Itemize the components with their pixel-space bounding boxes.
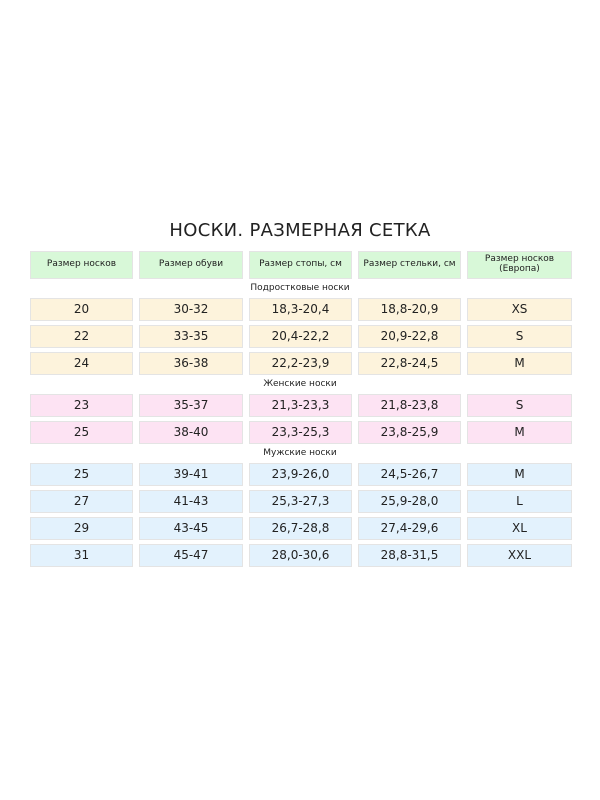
table-cell: 35-37 <box>139 394 243 417</box>
table-cell: 39-41 <box>139 463 243 486</box>
table-cell: 24,5-26,7 <box>358 463 461 486</box>
title: НОСКИ. РАЗМЕРНАЯ СЕТКА <box>169 220 431 241</box>
table-cell: L <box>467 490 572 513</box>
table-cell: 25,9-28,0 <box>358 490 461 513</box>
section-label: Мужские носки <box>263 448 337 458</box>
table-cell: 23,3-25,3 <box>249 421 352 444</box>
table-cell: 23,8-25,9 <box>358 421 461 444</box>
section-label: Подростковые носки <box>250 283 350 293</box>
table-cell: 22 <box>30 325 133 348</box>
table-cell: XL <box>467 517 572 540</box>
table-cell: 29 <box>30 517 133 540</box>
table-cell: XXL <box>467 544 572 567</box>
table-cell: 23,9-26,0 <box>249 463 352 486</box>
table-cell: 20,9-22,8 <box>358 325 461 348</box>
table-cell: 22,8-24,5 <box>358 352 461 375</box>
table-cell: 25 <box>30 463 133 486</box>
table-cell: M <box>467 352 572 375</box>
table-cell: 45-47 <box>139 544 243 567</box>
table-cell: 27 <box>30 490 133 513</box>
table-cell: 18,3-20,4 <box>249 298 352 321</box>
header-cell: Размер обуви <box>139 251 243 279</box>
table-cell: 33-35 <box>139 325 243 348</box>
table-cell: 43-45 <box>139 517 243 540</box>
table-cell: 28,0-30,6 <box>249 544 352 567</box>
table-cell: 31 <box>30 544 133 567</box>
table-cell: 24 <box>30 352 133 375</box>
table-cell: 25,3-27,3 <box>249 490 352 513</box>
table-cell: S <box>467 325 572 348</box>
table-cell: 27,4-29,6 <box>358 517 461 540</box>
table-cell: 30-32 <box>139 298 243 321</box>
table-cell: 25 <box>30 421 133 444</box>
table-cell: 20,4-22,2 <box>249 325 352 348</box>
table-cell: 26,7-28,8 <box>249 517 352 540</box>
header-cell: Размер стопы, см <box>249 251 352 279</box>
table-cell: S <box>467 394 572 417</box>
table-cell: M <box>467 463 572 486</box>
table-cell: 36-38 <box>139 352 243 375</box>
table-cell: 21,3-23,3 <box>249 394 352 417</box>
table-cell: 20 <box>30 298 133 321</box>
table-cell: M <box>467 421 572 444</box>
table-cell: 21,8-23,8 <box>358 394 461 417</box>
table-cell: XS <box>467 298 572 321</box>
table-cell: 41-43 <box>139 490 243 513</box>
table-cell: 22,2-23,9 <box>249 352 352 375</box>
table-cell: 28,8-31,5 <box>358 544 461 567</box>
header-cell: Размер носков (Европа) <box>467 251 572 279</box>
header-cell: Размер стельки, см <box>358 251 461 279</box>
table-cell: 38-40 <box>139 421 243 444</box>
table-cell: 23 <box>30 394 133 417</box>
section-label: Женские носки <box>263 379 337 389</box>
header-cell: Размер носков <box>30 251 133 279</box>
table-cell: 18,8-20,9 <box>358 298 461 321</box>
